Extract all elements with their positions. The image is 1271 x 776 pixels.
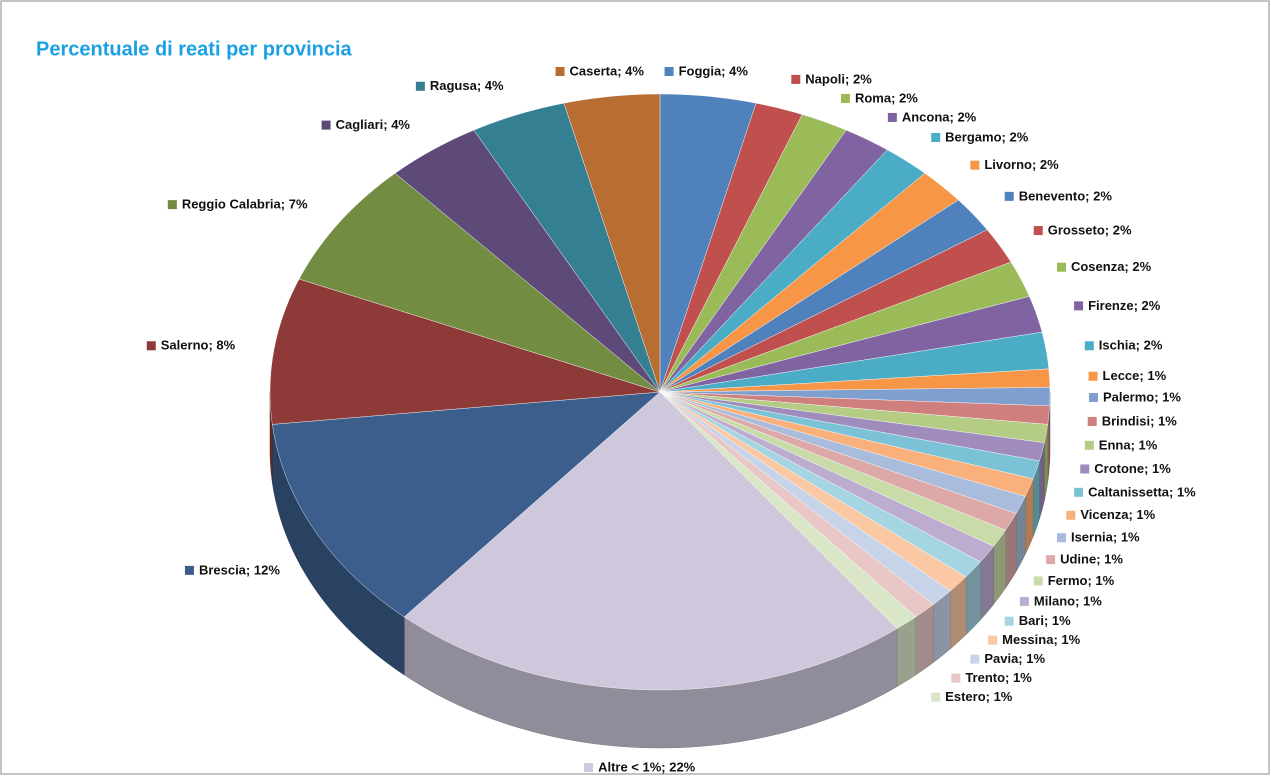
legend-swatch — [584, 763, 594, 772]
legend-swatch — [1004, 191, 1014, 201]
slice — [659, 331, 1050, 393]
data-label: Trento; 1% — [965, 670, 1032, 685]
legend-swatch — [1084, 440, 1094, 450]
legend-swatch — [321, 120, 331, 130]
slice — [659, 114, 847, 393]
legend-swatch — [840, 93, 850, 103]
data-label: Isernia; 1% — [1071, 530, 1140, 545]
legend-swatch — [1004, 616, 1014, 626]
legend-swatch — [555, 67, 565, 76]
pie-top — [269, 93, 1051, 691]
data-label: Foggia; 4% — [679, 63, 749, 78]
slice — [659, 296, 1043, 393]
slice — [403, 391, 898, 691]
data-label: Cosenza; 2% — [1071, 259, 1152, 274]
data-label: Ischia; 2% — [1099, 338, 1163, 353]
data-label: Vicenza; 1% — [1080, 507, 1155, 522]
data-label: Altre < 1%; 22% — [598, 759, 696, 774]
data-label: Roma; 2% — [855, 90, 918, 105]
slice — [394, 129, 661, 393]
data-label: Crotone; 1% — [1094, 461, 1171, 476]
data-label: Bari; 1% — [1019, 613, 1071, 628]
data-label: Milano; 1% — [1034, 593, 1102, 608]
slice — [563, 93, 661, 393]
slice — [269, 278, 661, 425]
slice — [659, 93, 757, 393]
legend-swatch — [167, 200, 177, 210]
legend-swatch — [1033, 576, 1043, 586]
data-label: Benevento; 2% — [1019, 188, 1113, 203]
slice — [473, 102, 661, 393]
data-label: Messina; 1% — [1002, 632, 1080, 647]
data-label: Udine; 1% — [1060, 552, 1123, 567]
data-label: Firenze; 2% — [1088, 298, 1161, 313]
data-label: Ancona; 2% — [902, 109, 977, 124]
legend-swatch — [1056, 262, 1066, 272]
legend-swatch — [951, 673, 961, 683]
legend-swatch — [931, 692, 941, 702]
data-label: Livorno; 2% — [984, 157, 1059, 172]
legend-swatch — [1074, 301, 1084, 311]
legend-swatch — [1046, 555, 1056, 565]
labels: Foggia; 4% Napoli; 2% Roma; 2% Ancona; 2% Be… — [146, 63, 1196, 774]
legend-swatch — [970, 654, 980, 664]
data-label: Estero; 1% — [945, 689, 1013, 704]
legend-swatch — [1084, 341, 1094, 351]
legend-swatch — [887, 112, 897, 122]
legend-swatch — [931, 133, 941, 143]
legend-swatch — [988, 635, 998, 645]
data-label: Napoli; 2% — [805, 71, 872, 86]
legend-swatch — [970, 160, 980, 170]
slice — [659, 102, 803, 393]
legend-swatch — [664, 67, 674, 76]
slice — [659, 172, 959, 393]
slice — [272, 391, 661, 618]
data-label: Ragusa; 4% — [430, 78, 504, 93]
data-label: Lecce; 1% — [1103, 368, 1167, 383]
slice — [659, 261, 1030, 393]
chart-title: Percentuale di reati per provincia — [36, 38, 353, 60]
slice — [659, 229, 1012, 393]
slice — [659, 199, 988, 393]
data-label: Brindisi; 1% — [1102, 413, 1178, 428]
data-label: Bergamo; 2% — [945, 129, 1029, 144]
data-label: Caltanissetta; 1% — [1088, 484, 1196, 499]
legend-swatch — [415, 81, 425, 91]
data-label: Grosseto; 2% — [1048, 222, 1132, 237]
slice — [659, 129, 888, 393]
data-label: Palermo; 1% — [1103, 389, 1181, 404]
data-label: Caserta; 4% — [570, 63, 645, 78]
legend-swatch — [1019, 596, 1029, 606]
slice-side — [896, 616, 917, 688]
data-label: Pavia; 1% — [984, 651, 1045, 666]
legend-swatch — [1066, 510, 1076, 520]
legend-swatch — [1074, 487, 1084, 497]
pie-sides — [269, 391, 1051, 749]
legend-swatch — [791, 74, 801, 84]
legend-swatch — [1033, 226, 1043, 236]
data-label: Enna; 1% — [1099, 437, 1158, 452]
legend-swatch — [146, 341, 156, 351]
slice — [659, 149, 926, 393]
data-label: Reggio Calabria; 7% — [182, 197, 308, 212]
slice — [298, 172, 661, 393]
legend-swatch — [1080, 464, 1090, 474]
legend-swatch — [1056, 533, 1066, 543]
legend-swatch — [1088, 371, 1098, 381]
data-label: Fermo; 1% — [1048, 573, 1115, 588]
legend-swatch — [1087, 416, 1097, 426]
legend-swatch — [1088, 392, 1098, 402]
data-label: Brescia; 12% — [199, 562, 280, 577]
legend-swatch — [184, 565, 194, 575]
data-label: Cagliari; 4% — [336, 117, 411, 132]
data-label: Salerno; 8% — [161, 338, 236, 353]
